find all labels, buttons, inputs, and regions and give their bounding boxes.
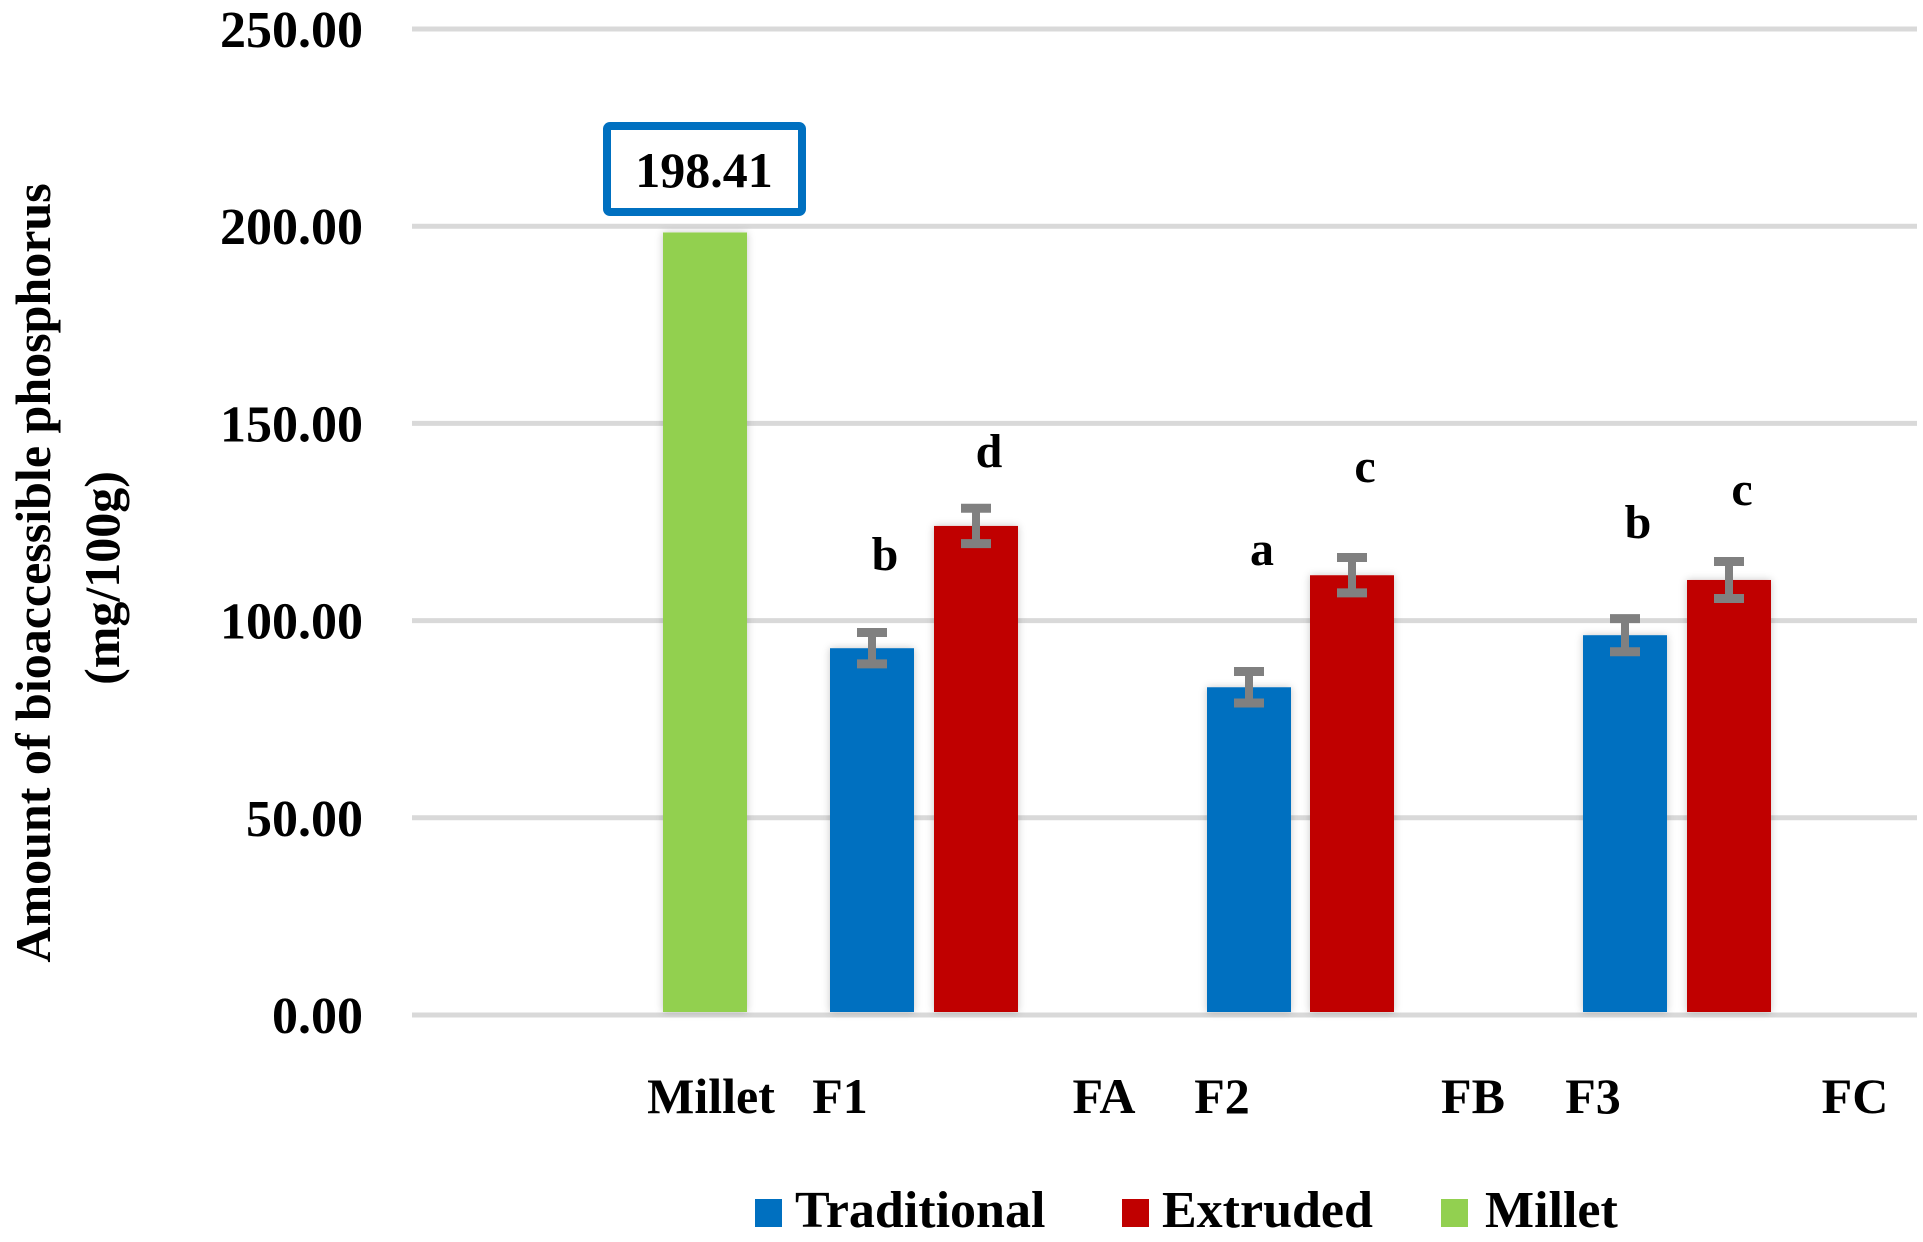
gridlines (412, 26, 1917, 1018)
bar-traditional-f1 (830, 648, 914, 1012)
y-axis-title-line-1: Amount of bioaccessible phosphorus (5, 183, 61, 962)
y-tick-label-200-00: 200.00 (220, 199, 363, 256)
bars (663, 232, 1771, 1013)
significance-label-traditional-f3: b (1625, 496, 1652, 549)
legend-swatch-extruded (1122, 1199, 1149, 1227)
bar-traditional-f3 (1583, 635, 1667, 1012)
legend-item-millet: Millet (1441, 1182, 1619, 1239)
bar-traditional-f2 (1207, 687, 1291, 1012)
y-axis-tick-labels: 0.00 50.00 100.00 150.00 200.00 250.00 (220, 2, 363, 1045)
legend-swatch-traditional (755, 1199, 782, 1227)
y-tick-label-150-00: 150.00 (220, 396, 363, 453)
error-bar-traditional-f2 (1234, 667, 1264, 708)
significance-label-extruded-f2: c (1354, 440, 1375, 493)
legend-item-traditional: Traditional (755, 1182, 1045, 1239)
y-tick-label-100-00: 100.00 (220, 594, 363, 651)
error-bar-extruded-f3 (1714, 556, 1744, 603)
legend-item-extruded: Extruded (1122, 1182, 1373, 1239)
significance-label-traditional-f2: a (1250, 523, 1274, 576)
x-tick-label-millet: Millet (647, 1068, 775, 1124)
error-bar-traditional-f3 (1610, 614, 1640, 657)
bar-extruded-f2 (1310, 575, 1394, 1012)
y-tick-label-250-00: 250.00 (220, 2, 363, 59)
y-tick-label-50-00: 50.00 (246, 791, 363, 848)
x-tick-label-f2: F2 (1194, 1068, 1250, 1124)
significance-label-extruded-f3: c (1731, 463, 1752, 516)
x-axis-category-labels: Millet F1 FA F2 FB F3 FC (647, 1068, 1888, 1124)
significance-label-extruded-f1: d (976, 425, 1003, 478)
x-tick-label-fc: FC (1822, 1068, 1889, 1124)
error-bar-traditional-f1 (857, 627, 887, 669)
x-tick-label-fb: FB (1441, 1068, 1505, 1124)
legend-label-millet: Millet (1485, 1182, 1619, 1239)
legend: Traditional Extruded Millet (755, 1182, 1619, 1239)
bar-millet-millet (663, 232, 747, 1013)
y-tick-label-0-00: 0.00 (272, 988, 363, 1045)
error-bar-extruded-f2 (1337, 553, 1367, 598)
legend-label-extruded: Extruded (1162, 1182, 1373, 1239)
x-tick-label-fa: FA (1073, 1068, 1136, 1124)
x-tick-label-f3: F3 (1565, 1068, 1621, 1124)
legend-swatch-millet (1441, 1199, 1468, 1227)
error-bars (857, 503, 1744, 708)
millet-value-annotation: 198.41 (603, 122, 806, 216)
value-label-box (603, 122, 806, 216)
significance-label-traditional-f1: b (872, 528, 899, 581)
value-label-text: 198.41 (635, 142, 773, 198)
y-axis-title-line-2: (mg/100g) (74, 471, 130, 685)
bar-extruded-f1 (934, 525, 1018, 1012)
bar-extruded-f3 (1687, 579, 1771, 1012)
y-axis-title: Amount of bioaccessible phosphorus (mg/1… (5, 183, 130, 962)
legend-label-traditional: Traditional (795, 1182, 1045, 1239)
x-tick-label-f1: F1 (812, 1068, 868, 1124)
error-bar-extruded-f1 (961, 503, 991, 549)
significance-labels: b a b d c c (872, 425, 1753, 581)
